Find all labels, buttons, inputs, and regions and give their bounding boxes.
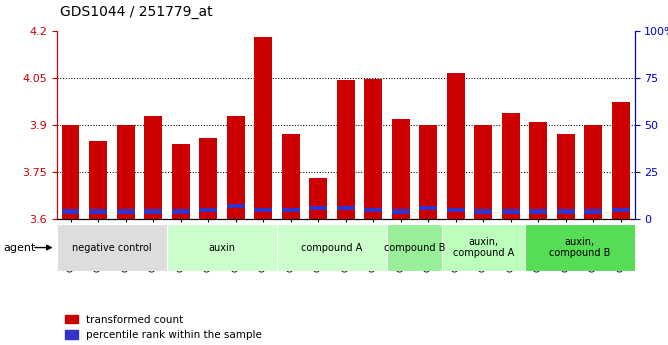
Bar <box>474 209 492 214</box>
Bar <box>502 112 520 219</box>
Bar <box>144 116 162 219</box>
Bar <box>167 224 277 271</box>
Bar <box>337 206 355 210</box>
Bar <box>391 119 409 219</box>
Bar <box>474 125 492 219</box>
Text: auxin,
compound B: auxin, compound B <box>549 237 611 258</box>
Bar <box>172 209 190 214</box>
Bar <box>442 224 524 271</box>
Bar <box>282 208 300 212</box>
Bar <box>420 206 437 210</box>
Bar <box>117 125 134 219</box>
Bar <box>199 138 217 219</box>
Bar <box>391 209 409 214</box>
Bar <box>61 209 79 214</box>
Bar <box>529 122 547 219</box>
Bar <box>226 116 244 219</box>
Text: auxin: auxin <box>208 243 235 253</box>
Bar <box>172 144 190 219</box>
Text: compound A: compound A <box>301 243 363 253</box>
Bar <box>420 125 437 219</box>
Bar <box>612 101 630 219</box>
Bar <box>255 208 272 212</box>
Bar <box>282 135 300 219</box>
Bar <box>529 209 547 214</box>
Bar <box>584 209 603 214</box>
Bar <box>226 204 244 208</box>
Bar <box>277 224 387 271</box>
Bar <box>255 37 272 219</box>
Bar <box>57 224 167 271</box>
Bar <box>557 209 574 214</box>
Text: auxin,
compound A: auxin, compound A <box>453 237 514 258</box>
Text: compound B: compound B <box>384 243 445 253</box>
Bar <box>447 208 465 212</box>
Text: agent: agent <box>3 243 35 253</box>
Bar <box>364 79 382 219</box>
Bar <box>117 209 134 214</box>
Bar <box>89 141 107 219</box>
Bar <box>387 224 442 271</box>
Bar <box>502 209 520 214</box>
Bar <box>447 73 465 219</box>
Bar <box>144 209 162 214</box>
Bar <box>61 125 79 219</box>
Bar <box>337 80 355 219</box>
Bar <box>612 208 630 212</box>
Bar <box>364 208 382 212</box>
Text: GDS1044 / 251779_at: GDS1044 / 251779_at <box>60 5 212 19</box>
Bar <box>584 125 603 219</box>
Bar <box>309 178 327 219</box>
Bar <box>199 208 217 212</box>
Bar <box>309 206 327 210</box>
Bar <box>89 209 107 214</box>
Bar <box>557 135 574 219</box>
Legend: transformed count, percentile rank within the sample: transformed count, percentile rank withi… <box>65 315 262 340</box>
Text: negative control: negative control <box>72 243 152 253</box>
Bar <box>524 224 635 271</box>
